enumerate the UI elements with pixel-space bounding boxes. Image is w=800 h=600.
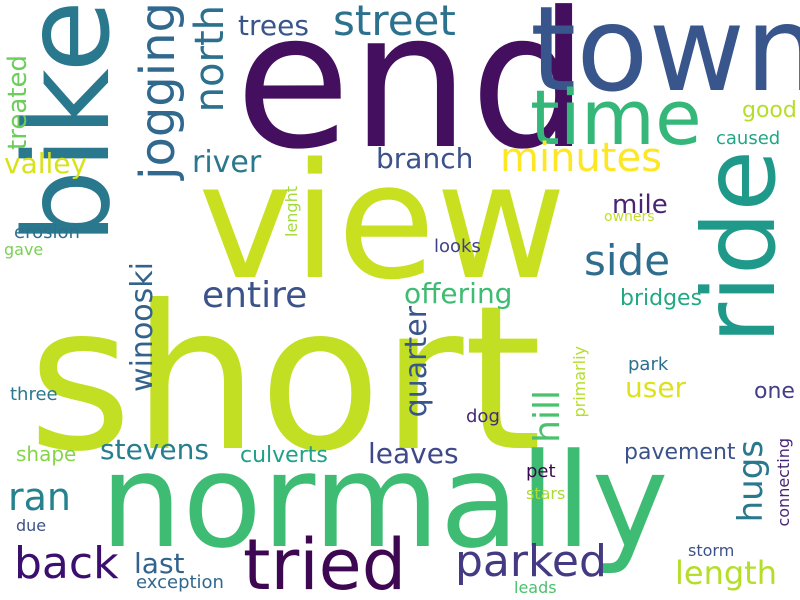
word-quarter: quarter [399, 306, 434, 418]
word-back: back [14, 538, 119, 589]
word-leads: leads [514, 578, 557, 597]
word-winooski: winooski [125, 262, 160, 392]
word-tried: tried [243, 524, 407, 600]
word-normally: normally [100, 425, 669, 577]
word-primarliy: primarliy [570, 346, 589, 418]
word-storm: storm [688, 541, 735, 560]
word-short: short [28, 263, 542, 496]
word-valley: valley [4, 147, 88, 180]
word-erosion: erosion [14, 222, 80, 243]
word-branch: branch [376, 142, 474, 175]
word-shape: shape [16, 442, 77, 466]
word-owners: owners [604, 209, 655, 225]
word-due: due [16, 516, 47, 535]
word-gave: gave [4, 240, 44, 259]
word-trees: trees [238, 9, 309, 42]
word-dog: dog [466, 406, 500, 427]
word-view: view [198, 128, 567, 315]
word-stars: stars [526, 484, 566, 503]
word-jogging: jogging [130, 2, 186, 180]
word-leaves: leaves [368, 437, 459, 470]
word-stevens: stevens [100, 433, 209, 466]
word-park: park [628, 354, 669, 375]
word-river: river [192, 145, 262, 180]
word-hill: hill [527, 390, 568, 443]
word-one: one [754, 379, 795, 404]
word-parked: parked [455, 536, 607, 587]
word-end: end [235, 0, 590, 191]
word-town: town [530, 0, 800, 118]
word-length: length [675, 554, 777, 592]
word-ride: ride [681, 150, 798, 344]
word-hugs: hugs [731, 440, 771, 523]
word-mile: mile [612, 190, 668, 220]
word-street: street [333, 0, 456, 45]
word-exception: exception [136, 572, 224, 593]
word-caused: caused [716, 128, 781, 149]
word-last: last [134, 547, 185, 580]
word-time: time [530, 73, 702, 162]
word-good: good [742, 98, 797, 123]
word-minutes: minutes [500, 135, 662, 181]
word-culverts: culverts [240, 443, 328, 468]
word-lenght: lenght [282, 186, 301, 237]
word-pet: pet [526, 461, 556, 482]
word-user: user [625, 371, 687, 404]
word-entire: entire [202, 275, 308, 316]
word-connecting: connecting [774, 438, 793, 527]
word-looks: looks [434, 236, 481, 257]
word-treated: treated [3, 55, 33, 150]
word-offering: offering [404, 277, 513, 310]
word-pavement: pavement [624, 440, 736, 465]
word-side: side [584, 236, 671, 285]
word-three: three [10, 384, 58, 405]
word-bridges: bridges [620, 286, 703, 311]
word-ran: ran [8, 475, 71, 519]
word-north: north [187, 5, 233, 113]
